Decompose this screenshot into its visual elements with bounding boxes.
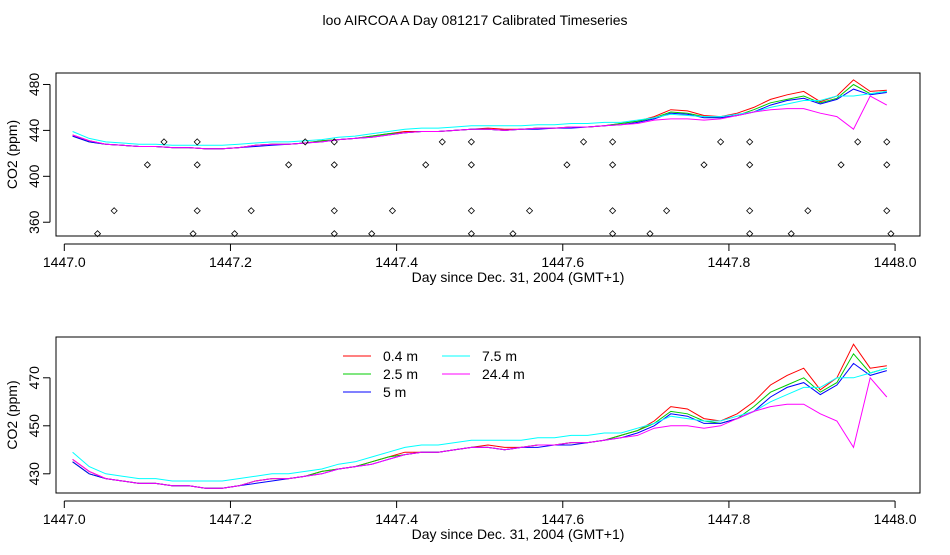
diamond-marker xyxy=(579,138,588,146)
diamond-marker xyxy=(746,161,754,169)
diamond-marker xyxy=(231,230,239,238)
series-line-0-4-m xyxy=(72,343,887,489)
diamond-marker xyxy=(746,207,754,215)
diamond-marker xyxy=(663,207,671,215)
diamond-marker xyxy=(887,230,895,238)
diamond-marker xyxy=(883,207,891,215)
diamond-marker xyxy=(189,230,197,238)
y-tick-label: 400 xyxy=(26,164,42,188)
series-line-2-5-m xyxy=(72,83,887,150)
diamond-marker xyxy=(883,161,891,169)
diamond-marker xyxy=(330,138,338,146)
y-tick-label: 440 xyxy=(26,119,42,143)
diamond-marker xyxy=(563,161,571,169)
plot-frame xyxy=(55,72,921,237)
legend-label: 5 m xyxy=(383,384,406,400)
diamond-marker xyxy=(787,230,795,238)
series-line-24-4-m xyxy=(72,95,888,150)
y-tick-label: 470 xyxy=(26,366,42,390)
panel-top: 1447.0 1447.2 1447.4 1447.6 1447.8 1448.0 Day … xyxy=(4,72,921,285)
legend-label: 2.5 m xyxy=(383,366,418,382)
y-tick-label: 430 xyxy=(26,462,42,486)
diamond-marker xyxy=(330,207,338,215)
x-tick-label: 1447.6 xyxy=(541,511,584,527)
diamond-marker xyxy=(110,207,118,215)
diamond-marker xyxy=(746,138,754,146)
diamond-marker xyxy=(746,230,754,238)
panel-bottom: 1447.0 1447.2 1447.4 1447.6 1447.8 1448.0 Day … xyxy=(4,336,921,542)
legend-label: 24.4 m xyxy=(482,366,525,382)
diamond-marker xyxy=(525,207,534,215)
plot-frame xyxy=(55,336,921,494)
diamond-marker xyxy=(422,161,430,169)
y-tick-label: 480 xyxy=(26,73,42,97)
x-tick-label: 1447.0 xyxy=(43,511,86,527)
diamond-marker xyxy=(467,230,475,238)
x-tick-label: 1447.0 xyxy=(43,254,86,270)
x-tick-label: 1448.0 xyxy=(874,254,917,270)
x-axis-label: Day since Dec. 31, 2004 (GMT+1) xyxy=(412,269,625,285)
diamond-marker xyxy=(93,230,102,238)
diamond-marker xyxy=(609,161,617,169)
diamond-marker xyxy=(143,161,151,169)
x-tick-label: 1448.0 xyxy=(874,511,917,527)
diamond-marker xyxy=(330,161,338,169)
y-axis-label: CO2 (ppm) xyxy=(4,120,20,189)
diamond-marker xyxy=(467,161,475,169)
diamond-marker xyxy=(247,207,255,215)
diamond-marker xyxy=(509,230,517,238)
diamond-marker xyxy=(438,138,446,146)
diamond-marker xyxy=(609,138,617,146)
diamond-marker xyxy=(609,230,617,238)
diamond-marker xyxy=(467,207,475,215)
diamond-marker xyxy=(609,207,617,215)
diamond-marker xyxy=(193,207,201,215)
series-line-7-5-m xyxy=(72,367,887,482)
diamond-marker xyxy=(301,138,309,146)
x-tick-label: 1447.8 xyxy=(708,511,751,527)
diamond-marker xyxy=(160,138,168,146)
series-line-24-4-m xyxy=(72,376,888,489)
y-tick-label: 360 xyxy=(26,210,42,234)
series-line-7-5-m xyxy=(72,90,887,146)
diamond-marker xyxy=(837,161,845,169)
diamond-marker xyxy=(646,230,654,238)
diamond-marker xyxy=(388,207,397,215)
x-tick-label: 1447.8 xyxy=(708,254,751,270)
y-tick-label: 450 xyxy=(26,414,42,438)
y-axis-label: CO2 (ppm) xyxy=(4,380,20,449)
series-line-0-4-m xyxy=(72,79,887,150)
diamond-marker xyxy=(285,161,293,169)
diamond-marker xyxy=(193,161,201,169)
series-line-5-m xyxy=(72,362,887,489)
chart-title: loo AIRCOA A Day 081217 Calibrated Times… xyxy=(322,12,627,28)
x-tick-label: 1447.4 xyxy=(375,511,418,527)
diamond-marker xyxy=(883,138,891,146)
x-tick-label: 1447.2 xyxy=(209,511,252,527)
diamond-marker xyxy=(717,138,725,146)
diamond-marker xyxy=(854,138,862,146)
legend-label: 0.4 m xyxy=(383,348,418,364)
x-tick-label: 1447.6 xyxy=(541,254,584,270)
legend: 0.4 m 2.5 m 5 m 7.5 m 24.4 m xyxy=(343,348,525,400)
series-line-5-m xyxy=(72,88,887,150)
x-tick-label: 1447.4 xyxy=(375,254,418,270)
diamond-marker xyxy=(700,161,708,169)
x-axis-label: Day since Dec. 31, 2004 (GMT+1) xyxy=(412,526,625,542)
diamond-marker xyxy=(193,138,201,146)
diamond-marker xyxy=(467,138,475,146)
diamond-marker xyxy=(804,207,812,215)
legend-label: 7.5 m xyxy=(482,348,517,364)
series-line-2-5-m xyxy=(72,352,887,489)
diamond-marker xyxy=(368,230,376,238)
diamond-marker xyxy=(330,230,338,238)
x-tick-label: 1447.2 xyxy=(209,254,252,270)
